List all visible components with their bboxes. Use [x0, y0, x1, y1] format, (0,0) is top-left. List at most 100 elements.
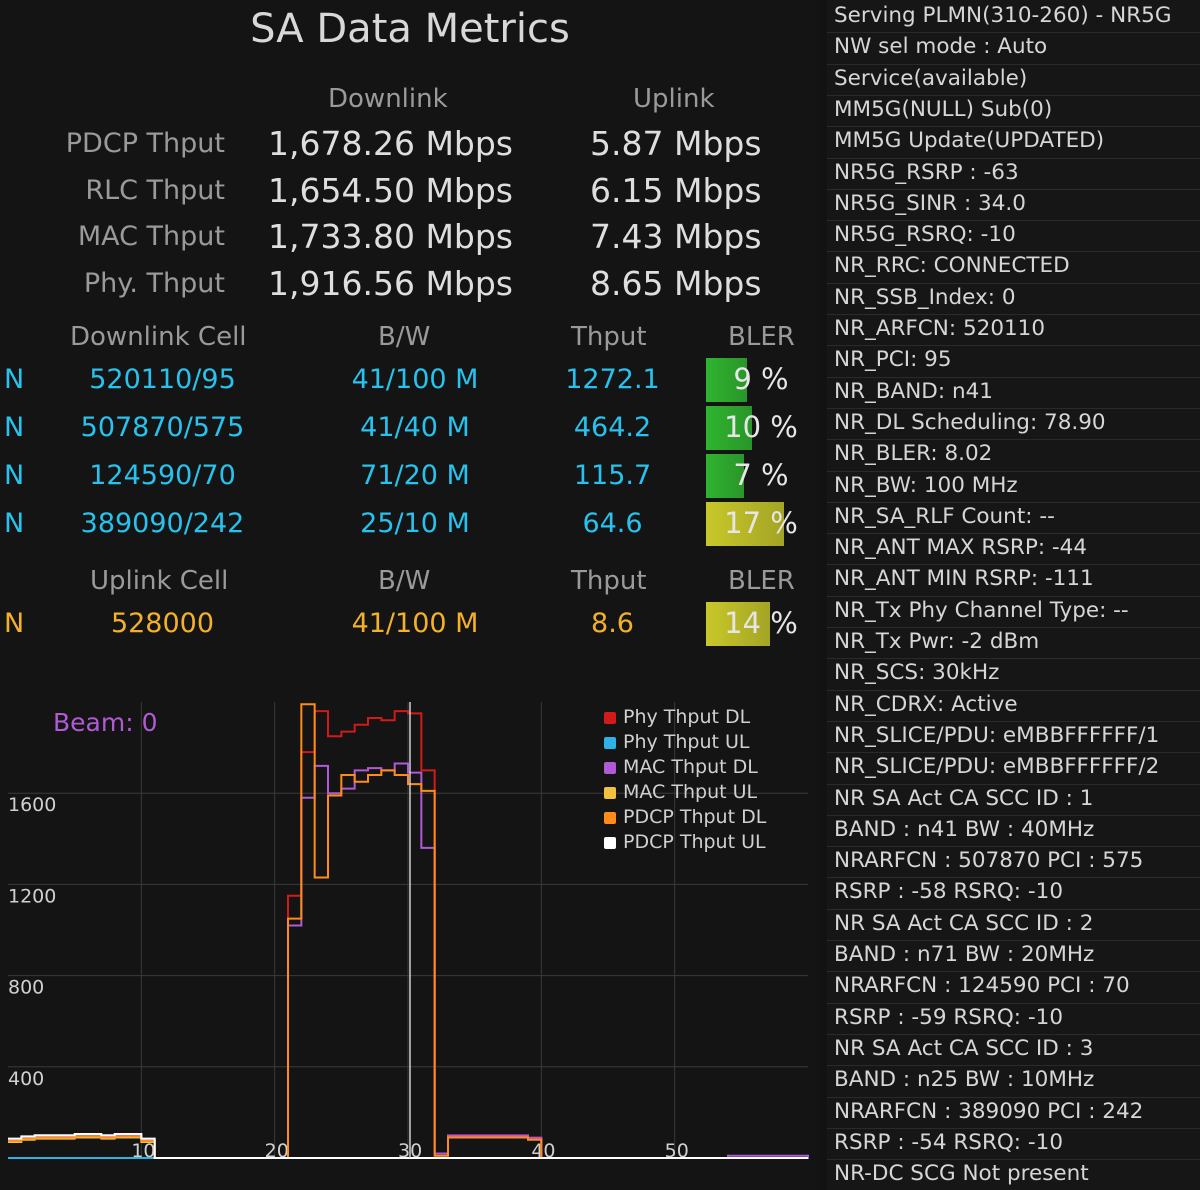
info-separator: [827, 126, 1200, 128]
cell-type: N: [4, 364, 25, 395]
info-separator: [827, 157, 1200, 159]
info-line: RSRP : -59 RSRQ: -10: [834, 1004, 1063, 1030]
info-separator: [827, 689, 1200, 691]
info-line: NR_ANT MAX RSRP: -44: [834, 535, 1088, 561]
info-separator: [827, 658, 1200, 660]
cell-bandwidth: 71/20 M: [360, 460, 470, 491]
info-panel: Serving PLMN(310-260) - NR5G NW sel mode …: [827, 0, 1200, 1190]
uplink-cell-header: Uplink Cell: [90, 566, 229, 596]
info-separator: [827, 63, 1200, 65]
info-line: NR_CDRX: Active: [834, 691, 1018, 717]
info-line: NR_SCS: 30kHz: [834, 660, 1000, 686]
info-line: BAND : n41 BW : 40MHz: [834, 816, 1095, 842]
info-separator: [827, 251, 1200, 253]
info-line: NR5G_SINR : 34.0: [834, 190, 1026, 216]
legend-swatch: [604, 837, 616, 849]
info-separator: [827, 846, 1200, 848]
legend-label: MAC Thput DL: [623, 756, 758, 778]
downlink-value: 1,733.80 Mbps: [268, 217, 514, 256]
info-separator: [827, 908, 1200, 910]
throughput-row-label: RLC Thput: [85, 174, 225, 206]
info-separator: [827, 470, 1200, 472]
downlink-value: 1,678.26 Mbps: [268, 124, 514, 163]
legend-swatch: [604, 737, 616, 749]
cell-thput: 115.7: [573, 460, 652, 491]
info-line: NR_SLICE/PDU: eMBBFFFFFF/1: [834, 722, 1160, 748]
page-title: SA Data Metrics: [250, 6, 570, 52]
info-separator: [827, 376, 1200, 378]
y-tick-label: 1200: [8, 885, 56, 907]
info-separator: [827, 1096, 1200, 1098]
cell-id: 520110/95: [89, 364, 236, 395]
info-line: NR_Tx Phy Channel Type: --: [834, 597, 1129, 623]
info-line: NR_SSB_Index: 0: [834, 284, 1016, 310]
bler-fill: [706, 602, 771, 646]
legend-label: PDCP Thput DL: [623, 806, 767, 828]
cell-id: 389090/242: [80, 508, 245, 539]
legend-label: PDCP Thput UL: [623, 831, 766, 853]
throughput-row-label: PDCP Thput: [65, 128, 225, 159]
info-line: RSRP : -58 RSRQ: -10: [834, 879, 1063, 905]
bler-value: 17 %: [724, 506, 798, 540]
info-line: MM5G(NULL) Sub(0): [834, 96, 1053, 122]
throughput-row-label: MAC Thput: [77, 221, 225, 252]
info-line: NRARFCN : 124590 PCI : 70: [834, 973, 1130, 999]
info-separator: [827, 220, 1200, 222]
info-separator: [827, 94, 1200, 96]
bler-bar: 10 %: [706, 406, 816, 450]
y-tick-label: 400: [8, 1068, 44, 1090]
uplink-column-header: Uplink: [633, 84, 715, 114]
cell-bandwidth: 25/10 M: [360, 508, 470, 539]
x-tick-label: 40: [531, 1140, 555, 1162]
cell-id: 124590/70: [89, 460, 236, 491]
info-line: NR_RRC: CONNECTED: [834, 253, 1070, 279]
info-separator: [827, 533, 1200, 535]
bler-bar: 7 %: [706, 454, 816, 498]
bler-value: 9 %: [733, 362, 789, 396]
y-tick-label: 1600: [8, 794, 56, 816]
legend-label: MAC Thput UL: [623, 781, 758, 803]
downlink-value: 1,654.50 Mbps: [268, 170, 514, 210]
uplink-value: 8.65 Mbps: [590, 263, 762, 303]
info-separator: [827, 188, 1200, 190]
downlink-cell-header: Downlink Cell: [70, 322, 247, 352]
info-line: NR5G_RSRP : -63: [834, 159, 1019, 185]
bler-fill: [706, 406, 752, 450]
dl-bw-header: B/W: [378, 322, 431, 352]
info-line: NR_BAND: n41: [834, 378, 993, 404]
uplink-value: 6.15 Mbps: [590, 170, 762, 210]
info-line: NR_BLER: 8.02: [834, 441, 993, 467]
ul-bler-header: BLER: [728, 566, 795, 596]
bler-value: 14 %: [724, 606, 798, 640]
info-line: NR5G_RSRQ: -10: [834, 222, 1016, 248]
info-separator: [827, 345, 1200, 347]
info-separator: [827, 439, 1200, 441]
cell-type: N: [4, 608, 25, 639]
legend-label: Phy Thput UL: [623, 731, 750, 753]
info-line: NR-DC SCG Not present: [834, 1161, 1089, 1187]
uplink-value: 7.43 Mbps: [590, 217, 762, 256]
info-separator: [827, 1159, 1200, 1161]
info-separator: [827, 407, 1200, 409]
legend-swatch: [604, 787, 616, 799]
info-separator: [827, 814, 1200, 816]
cell-thput: 64.6: [582, 508, 643, 539]
legend-swatch: [604, 712, 616, 724]
info-separator: [827, 595, 1200, 597]
info-separator: [827, 720, 1200, 722]
info-separator: [827, 1033, 1200, 1035]
cell-thput: 8.6: [591, 608, 634, 639]
bler-fill: [706, 454, 744, 498]
series-line: [8, 1133, 808, 1159]
bler-bar: 17 %: [706, 502, 816, 546]
x-tick-label: 10: [131, 1140, 155, 1162]
info-line: NR SA Act CA SCC ID : 2: [834, 910, 1094, 936]
info-line: Service(available): [834, 65, 1028, 91]
throughput-row-label: Phy. Thput: [83, 267, 225, 299]
info-line: NW sel mode : Auto: [834, 34, 1048, 60]
bler-value: 10 %: [724, 410, 798, 444]
y-tick-label: 800: [8, 977, 44, 999]
bler-bar: 9 %: [706, 358, 816, 402]
x-tick-label: 50: [665, 1140, 689, 1162]
